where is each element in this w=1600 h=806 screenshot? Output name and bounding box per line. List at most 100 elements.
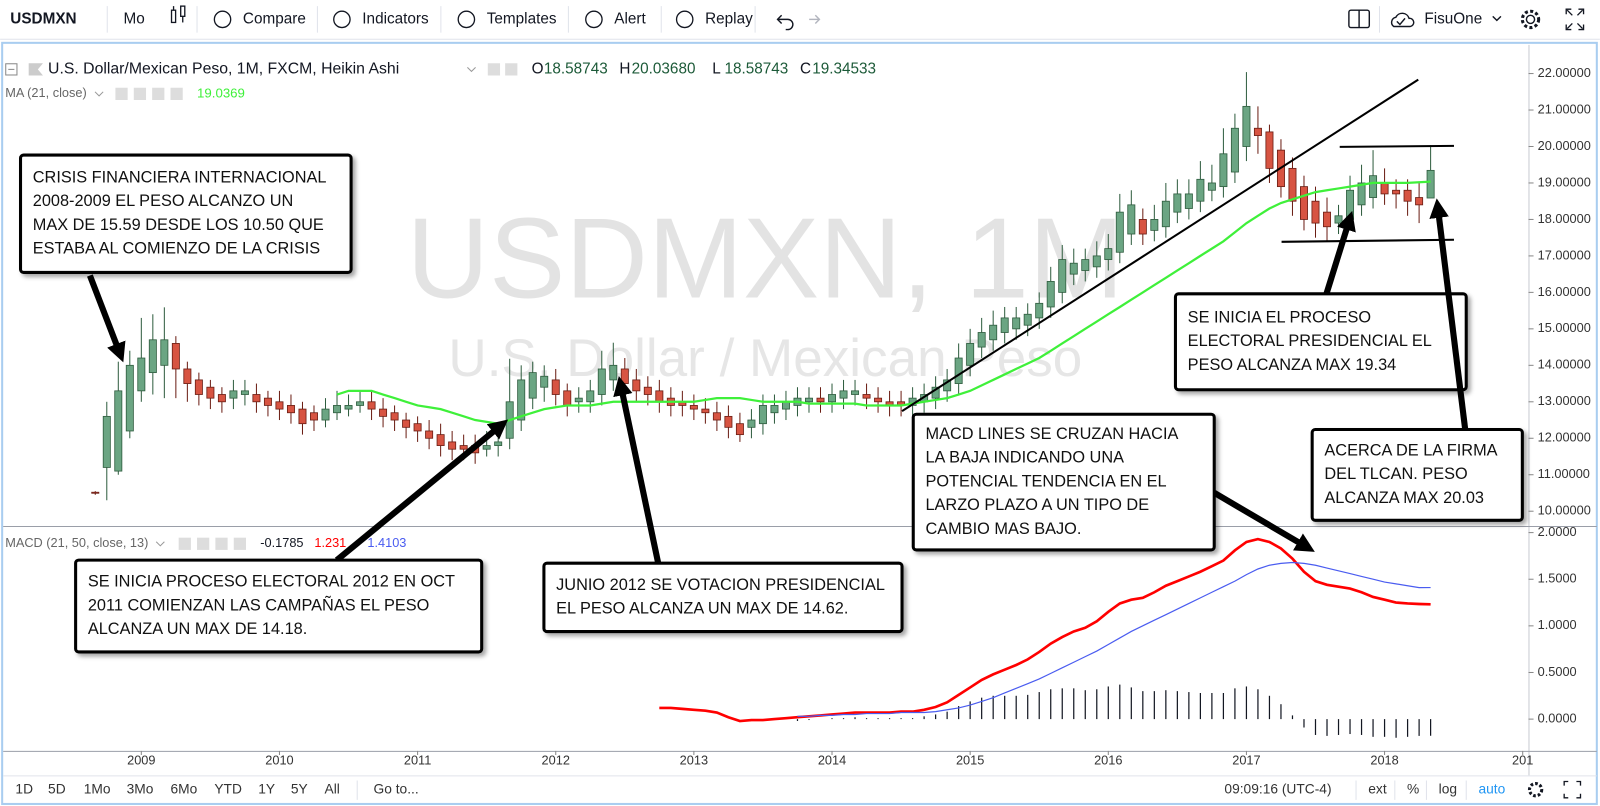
user-name[interactable]: FisuOne xyxy=(1424,10,1482,27)
candle-body xyxy=(517,379,526,421)
candle-body xyxy=(770,405,779,414)
toolbar-icon[interactable] xyxy=(457,10,476,29)
x-tick-label: 2013 xyxy=(680,752,708,767)
annotation-text: MACD LINES SE CRUZAN HACIA xyxy=(925,425,1178,443)
scale-option[interactable]: % xyxy=(1407,781,1419,796)
candle-body xyxy=(333,405,341,414)
fullscreen-icon[interactable] xyxy=(1563,780,1582,799)
candle-body xyxy=(194,379,203,395)
fullscreen-icon[interactable] xyxy=(1565,8,1585,31)
toolbar-icon[interactable] xyxy=(675,10,694,29)
range-button[interactable]: 6Mo xyxy=(171,781,198,796)
ohlc-label: O xyxy=(532,60,544,77)
toolbar-icon[interactable] xyxy=(585,10,603,29)
y-tick-label: 1.0000 xyxy=(1538,617,1577,632)
range-button[interactable]: All xyxy=(325,781,340,796)
toolbar-icon[interactable] xyxy=(333,10,351,29)
y-tick-label: 21.00000 xyxy=(1538,101,1591,116)
candle-icon[interactable] xyxy=(170,5,186,24)
main-legend: U.S. Dollar/Mexican Peso, 1M, FXCM, Heik… xyxy=(5,60,876,550)
ohlc-label: L xyxy=(712,60,721,77)
candle-body xyxy=(1288,167,1297,202)
range-button[interactable]: YTD xyxy=(214,781,242,796)
candle-body xyxy=(459,445,468,450)
toolbar-button[interactable]: Templates xyxy=(487,10,557,27)
y-tick-label: 18.00000 xyxy=(1538,211,1591,226)
y-tick-label: 14.00000 xyxy=(1538,357,1591,372)
scale-option[interactable]: ext xyxy=(1368,781,1387,796)
settings-icon[interactable] xyxy=(1520,9,1541,30)
scale-option[interactable]: auto xyxy=(1478,781,1505,796)
goto-button[interactable]: Go to... xyxy=(374,781,419,796)
interval[interactable]: Mo xyxy=(124,10,145,27)
candle-body xyxy=(1196,178,1205,202)
annotation-arrow xyxy=(1212,490,1315,552)
scale-option[interactable]: log xyxy=(1439,781,1457,796)
candle-body xyxy=(747,419,756,428)
annotation-box xyxy=(1310,427,1524,522)
candle-body xyxy=(356,401,365,406)
candle-body xyxy=(1058,259,1067,293)
layout-icon[interactable] xyxy=(1348,9,1371,29)
range-button[interactable]: 1Y xyxy=(258,781,275,796)
chevron[interactable] xyxy=(1492,15,1502,22)
candle-body xyxy=(1346,189,1355,220)
annotation-text: CRISIS FINANCIERA INTERNACIONAL xyxy=(33,168,327,186)
candle-body xyxy=(1357,182,1366,206)
candle-body xyxy=(1023,313,1032,326)
flag-icon[interactable] xyxy=(28,63,43,76)
candle-body xyxy=(828,394,836,403)
y-tick-label: 12.00000 xyxy=(1538,430,1591,445)
macd-title: MACD (21, 50, close, 13) xyxy=(5,535,148,550)
candle-body xyxy=(816,397,825,403)
settings-icon[interactable] xyxy=(505,63,518,76)
candle-body xyxy=(1184,193,1193,209)
toolbar xyxy=(0,0,1600,39)
candle-body xyxy=(1115,211,1124,253)
candle-body xyxy=(321,408,330,421)
ma-buttons[interactable] xyxy=(115,87,183,100)
toolbar-button[interactable]: Alert xyxy=(614,10,646,27)
candle-body xyxy=(574,397,583,403)
toolbar-button[interactable]: Compare xyxy=(243,10,306,27)
toolbar-button[interactable]: Replay xyxy=(705,10,753,27)
chevron[interactable] xyxy=(94,91,104,97)
range-button[interactable]: 5D xyxy=(48,781,66,796)
annotation-text: ALCANZA UN MAX DE 14.18. xyxy=(88,620,307,638)
settings-icon[interactable] xyxy=(1527,782,1544,798)
chevron[interactable] xyxy=(467,66,476,73)
symbol[interactable]: USDMXN xyxy=(10,10,76,27)
range-button[interactable]: 1Mo xyxy=(84,781,111,796)
candle-body xyxy=(1046,281,1055,308)
x-tick-label: 2009 xyxy=(127,752,155,767)
cloud-icon[interactable] xyxy=(1390,12,1415,28)
candle-body xyxy=(1253,127,1262,136)
ohlc-value: 19.34533 xyxy=(812,60,876,77)
candle-body xyxy=(1369,175,1378,198)
candle-body xyxy=(655,390,664,403)
macd-buttons[interactable] xyxy=(178,537,247,550)
candle-body xyxy=(425,430,434,439)
candle-body xyxy=(436,434,445,446)
range-button[interactable]: 5Y xyxy=(291,781,308,796)
range-button[interactable]: 3Mo xyxy=(127,781,154,796)
toolbar-button[interactable]: Indicators xyxy=(362,10,429,27)
y-tick-label: 10.00000 xyxy=(1538,503,1591,518)
ma-line xyxy=(336,180,1431,425)
candle-body xyxy=(252,394,261,403)
range-button[interactable]: 1D xyxy=(15,781,33,796)
toolbar-icon[interactable] xyxy=(213,10,232,29)
candle-body xyxy=(482,445,491,450)
candle-body xyxy=(1081,259,1090,271)
candle-body xyxy=(229,390,238,399)
annotation-arrow xyxy=(87,274,126,363)
candle-body xyxy=(1069,262,1078,275)
annotation-box xyxy=(542,561,904,634)
eye-icon[interactable] xyxy=(487,63,501,76)
ohlc-label: C xyxy=(800,60,811,77)
chevron[interactable] xyxy=(155,541,165,547)
undo-redo[interactable] xyxy=(776,14,821,31)
annotation-box xyxy=(911,412,1216,552)
collapse-icon[interactable] xyxy=(5,63,18,76)
